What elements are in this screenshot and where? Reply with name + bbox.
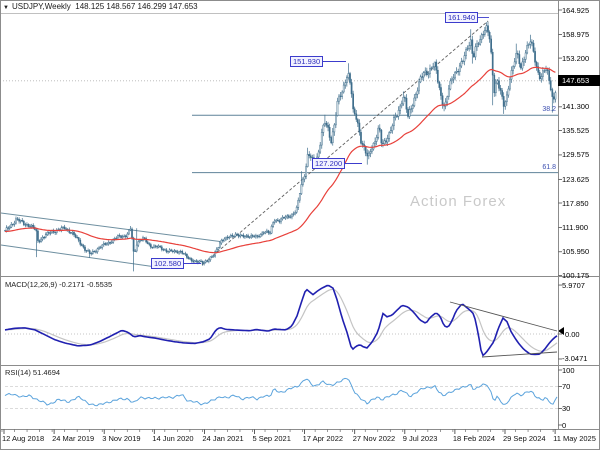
macd-trendline[interactable] bbox=[449, 301, 558, 332]
rsi-axis-0: 0 bbox=[562, 421, 567, 430]
date-axis-label: 12 Aug 2018 bbox=[2, 434, 45, 443]
date-axis-label: 29 Sep 2024 bbox=[503, 434, 546, 443]
symbol-period-label: USDJPY,Weekly bbox=[11, 2, 71, 11]
macd-trendline[interactable] bbox=[481, 351, 558, 358]
date-axis-label: 3 Nov 2019 bbox=[102, 434, 141, 443]
price-axis-label: 129.575 bbox=[562, 150, 590, 160]
symbol-dropdown-icon[interactable]: ▼ bbox=[3, 5, 9, 11]
price-axis-label: 164.925 bbox=[562, 5, 590, 15]
macd-zero-marker bbox=[558, 327, 564, 335]
price-annotation-label[interactable]: 127.200 bbox=[312, 158, 346, 169]
price-axis-label: 117.850 bbox=[562, 198, 589, 208]
price-axis-label: 141.300 bbox=[562, 102, 590, 112]
price-axis-label: 158.975 bbox=[562, 29, 590, 39]
macd-axis-min: -3.0471 bbox=[562, 354, 588, 363]
rsi-axis-70: 70 bbox=[562, 382, 571, 391]
price-axis-label: 123.625 bbox=[562, 174, 590, 184]
rsi-line bbox=[4, 377, 558, 407]
macd-axis-max: 5.9707 bbox=[562, 281, 585, 290]
price-channel-line[interactable] bbox=[0, 244, 164, 269]
moving-average-line bbox=[4, 66, 556, 254]
date-axis-label: 24 Jan 2021 bbox=[202, 434, 244, 443]
dashed-trendline[interactable] bbox=[201, 20, 489, 266]
price-annotation-label[interactable]: 161.940 bbox=[445, 12, 479, 23]
date-axis-label: 5 Sep 2021 bbox=[252, 434, 291, 443]
price-channel-line[interactable] bbox=[0, 212, 221, 242]
price-annotation-label[interactable]: 102.580 bbox=[151, 258, 185, 269]
macd-indicator-label: MACD(12,26,9) -0.2171 -0.5535 bbox=[5, 280, 113, 289]
fib-retracement-label: 61.8 bbox=[542, 163, 556, 171]
date-axis-label: 24 Mar 2019 bbox=[52, 434, 95, 443]
ohlc-values: 148.125 148.567 146.299 147.653 bbox=[75, 2, 198, 11]
macd-signal-line bbox=[4, 288, 558, 352]
price-axis-label: 111.900 bbox=[562, 222, 588, 232]
price-axis-label: 105.950 bbox=[562, 247, 590, 257]
price-annotation-label[interactable]: 151.930 bbox=[290, 56, 324, 67]
date-axis-label: 17 Apr 2022 bbox=[302, 434, 344, 443]
price-axis-label: 135.525 bbox=[562, 126, 590, 136]
rsi-axis-30: 30 bbox=[562, 404, 571, 413]
chart-title: ▼ USDJPY,Weekly 148.125 148.567 146.299 1… bbox=[3, 2, 198, 11]
date-axis-label: 27 Nov 2022 bbox=[352, 434, 396, 443]
date-axis-label: 9 Jul 2023 bbox=[402, 434, 438, 443]
candles[interactable] bbox=[4, 21, 557, 272]
date-axis-label: 14 Jun 2020 bbox=[152, 434, 194, 443]
fib-retracement-label: 38.2 bbox=[542, 106, 556, 114]
date-axis-label: 18 Feb 2024 bbox=[452, 434, 496, 443]
macd-axis-zero: 0.00 bbox=[565, 330, 580, 339]
macd-main-line bbox=[4, 284, 558, 357]
current-price-tag: 147.653 bbox=[558, 75, 600, 87]
rsi-indicator-label: RSI(14) 51.4694 bbox=[5, 368, 61, 377]
rsi-axis-100: 100 bbox=[562, 366, 575, 375]
price-axis-label: 100.175 bbox=[562, 270, 590, 280]
date-axis-label: 11 May 2025 bbox=[553, 434, 596, 443]
watermark: Action Forex bbox=[410, 193, 507, 210]
price-axis-label: 153.200 bbox=[562, 53, 590, 63]
